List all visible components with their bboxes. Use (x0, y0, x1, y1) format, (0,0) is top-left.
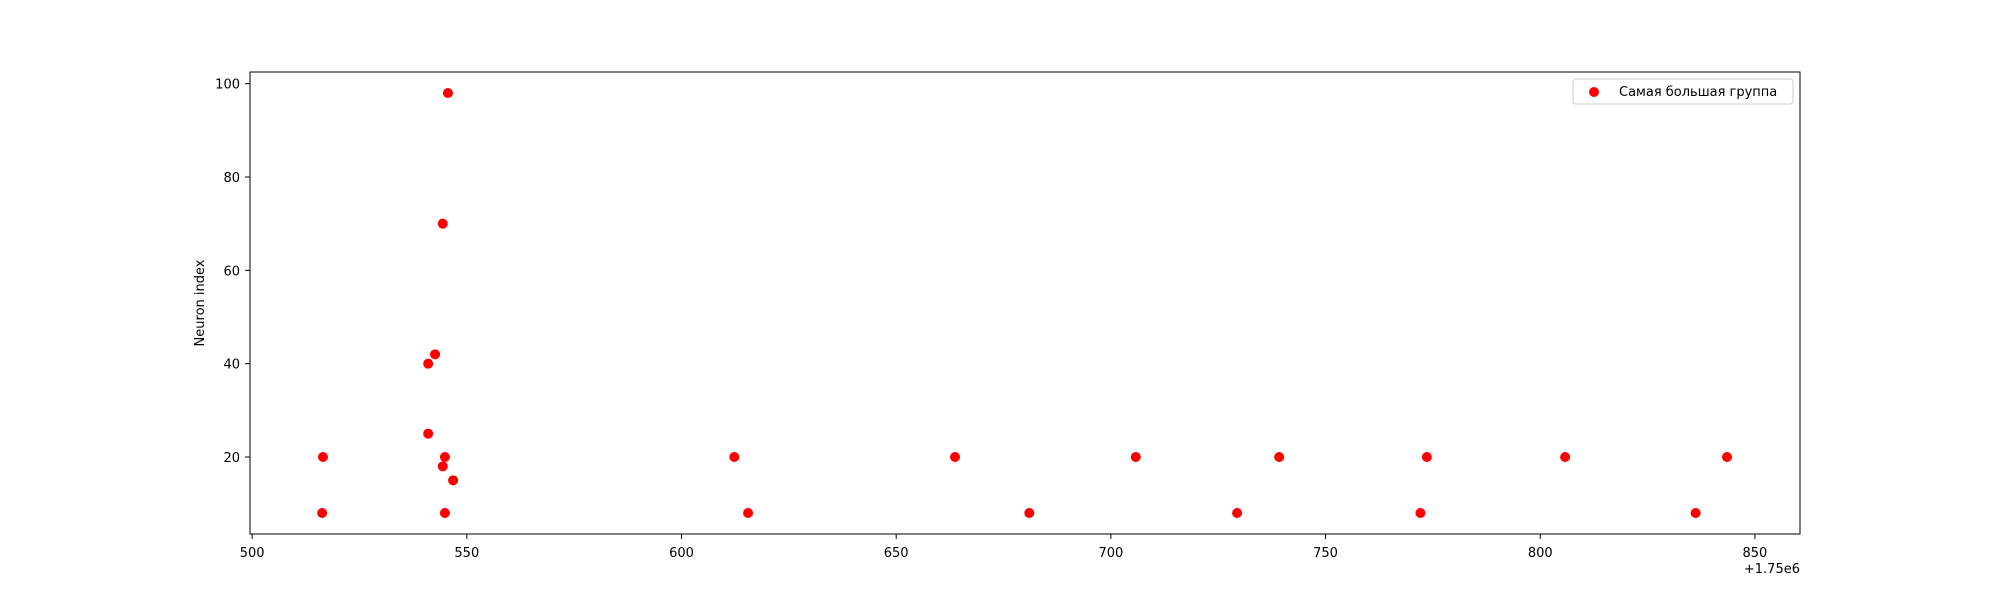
x-axis: 500 550 600 650 700 750 800 850 (240, 534, 1768, 561)
y-tick-label: 100 (215, 78, 240, 93)
legend-label: Самая большая группа (1619, 85, 1777, 100)
legend: Самая большая группа (1572, 78, 1794, 105)
x-tick-label: 700 (1098, 546, 1123, 561)
data-point (439, 452, 450, 462)
data-point (1690, 508, 1701, 518)
x-tick-label: 650 (884, 546, 909, 561)
data-point (950, 452, 961, 462)
data-point (743, 508, 754, 518)
data-point (729, 452, 740, 462)
data-points (317, 88, 1733, 518)
data-point (1232, 508, 1243, 518)
data-point (437, 461, 448, 472)
data-point (317, 508, 328, 518)
data-point (439, 508, 450, 518)
y-axis: 20 40 60 80 100 (215, 78, 250, 466)
x-offset-label: +1.75e6 (1744, 562, 1800, 577)
data-point (1130, 452, 1141, 462)
data-point (442, 88, 453, 98)
data-point (448, 475, 459, 486)
x-tick-label: 550 (454, 546, 479, 561)
y-tick-label: 80 (223, 171, 240, 186)
data-point (1421, 452, 1432, 462)
x-tick-label: 750 (1313, 546, 1338, 561)
x-tick-label: 850 (1743, 546, 1768, 561)
data-point (430, 349, 441, 360)
y-tick-label: 60 (223, 264, 240, 279)
plot-frame (249, 71, 1801, 535)
data-point (423, 358, 434, 369)
legend-box (1572, 78, 1794, 105)
legend-marker (1589, 87, 1599, 97)
data-point (1024, 508, 1035, 518)
data-point (423, 428, 434, 439)
y-tick-label: 40 (223, 358, 240, 373)
y-tick-label: 20 (223, 451, 240, 466)
y-axis-label: Neuron index (193, 259, 208, 346)
data-point (437, 218, 448, 229)
data-point (1274, 452, 1285, 462)
data-point (1560, 452, 1571, 462)
x-tick-label: 500 (240, 546, 265, 561)
x-tick-label: 600 (669, 546, 694, 561)
x-tick-label: 800 (1528, 546, 1553, 561)
data-point (317, 452, 328, 462)
data-point (1415, 508, 1426, 518)
data-point (1722, 452, 1733, 462)
